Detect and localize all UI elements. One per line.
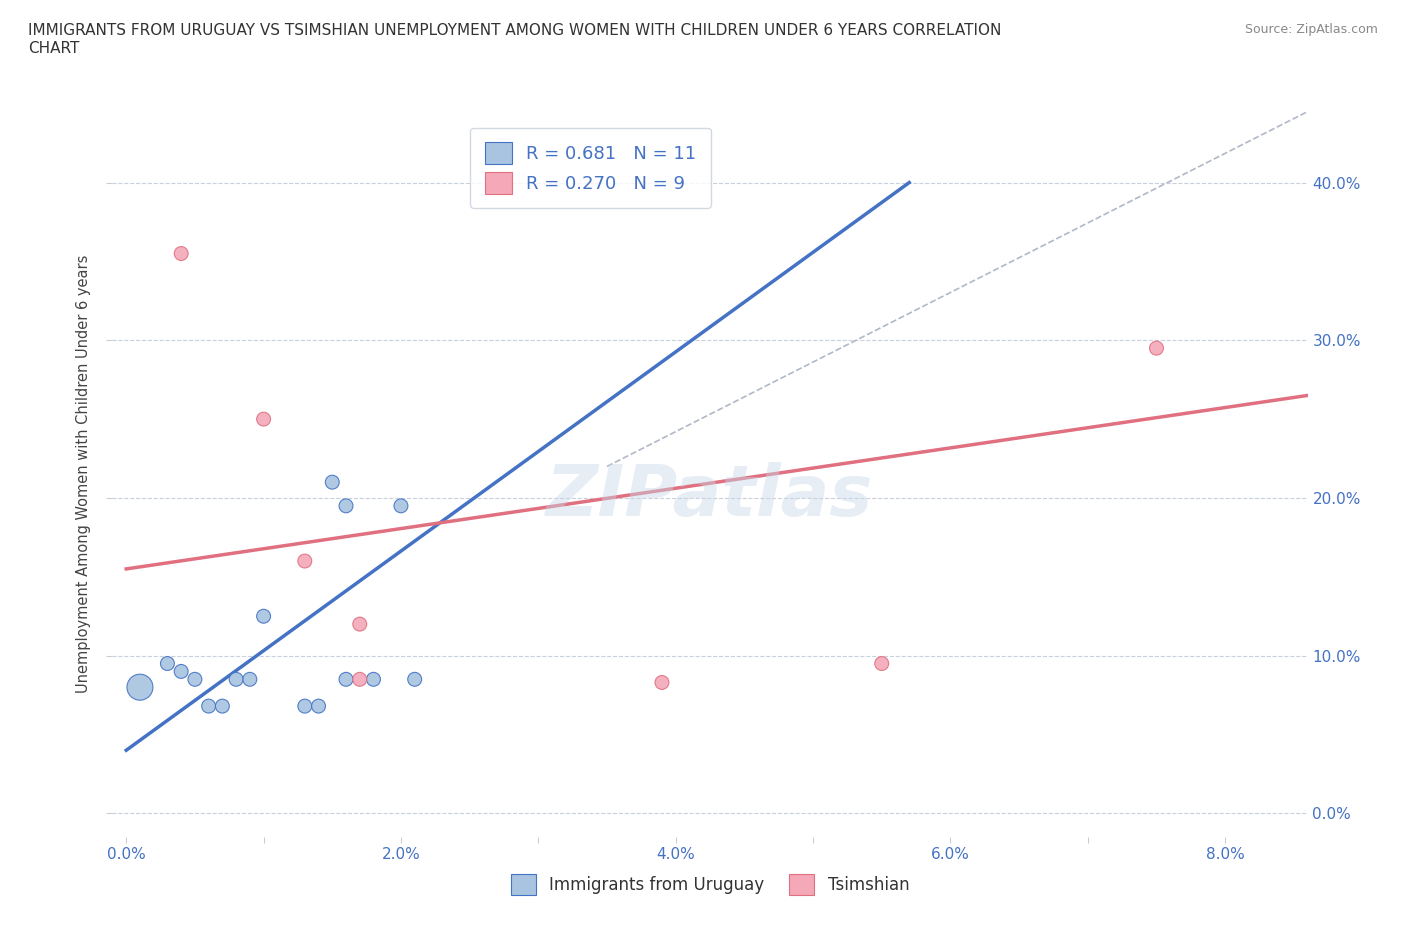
Point	[184, 671, 207, 686]
Point	[239, 671, 262, 686]
Text: ZIPatlas: ZIPatlas	[547, 461, 873, 530]
Point	[252, 412, 274, 427]
Point	[363, 671, 385, 686]
Point	[651, 675, 673, 690]
Point	[870, 656, 893, 671]
Text: IMMIGRANTS FROM URUGUAY VS TSIMSHIAN UNEMPLOYMENT AMONG WOMEN WITH CHILDREN UNDE: IMMIGRANTS FROM URUGUAY VS TSIMSHIAN UNE…	[28, 23, 1001, 56]
Point	[197, 698, 219, 713]
Point	[252, 609, 274, 624]
Point	[211, 698, 233, 713]
Point	[156, 656, 179, 671]
Point	[389, 498, 412, 513]
Point	[225, 671, 247, 686]
Point	[170, 664, 193, 679]
Point	[308, 698, 330, 713]
Point	[335, 498, 357, 513]
Point	[129, 680, 152, 695]
Point	[1146, 340, 1168, 355]
Y-axis label: Unemployment Among Women with Children Under 6 years: Unemployment Among Women with Children U…	[76, 255, 91, 694]
Point	[335, 671, 357, 686]
Point	[349, 617, 371, 631]
Point	[321, 474, 343, 489]
Point	[404, 671, 426, 686]
Legend: Immigrants from Uruguay, Tsimshian: Immigrants from Uruguay, Tsimshian	[505, 868, 915, 901]
Point	[170, 246, 193, 261]
Point	[294, 553, 316, 568]
Point	[294, 698, 316, 713]
Point	[349, 671, 371, 686]
Text: Source: ZipAtlas.com: Source: ZipAtlas.com	[1244, 23, 1378, 36]
